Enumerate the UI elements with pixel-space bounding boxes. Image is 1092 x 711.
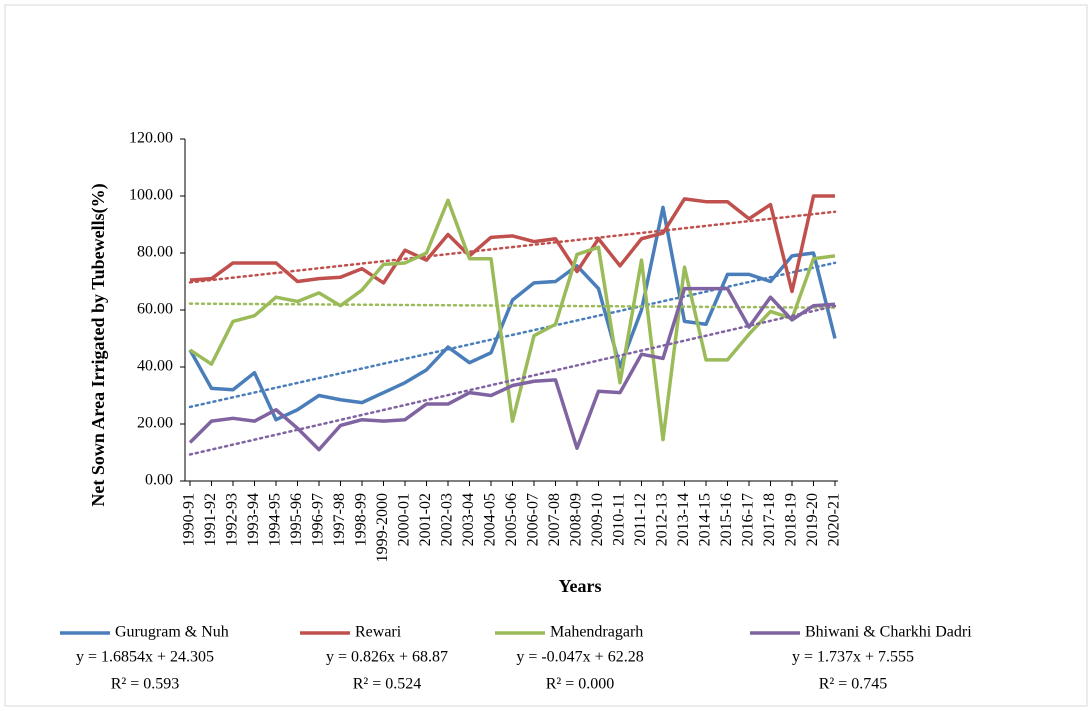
x-tick-label: 1999-2000 <box>374 493 391 562</box>
legend-label: Gurugram & Nuh <box>115 624 229 641</box>
x-tick-label: 1993-94 <box>245 493 262 546</box>
x-tick-label: 1998-99 <box>353 493 370 546</box>
x-tick-label: 2012-13 <box>654 493 671 546</box>
legend-label: Mahendragarh <box>550 624 643 641</box>
x-tick-label: 2011-12 <box>632 493 649 546</box>
x-axis-label: Years <box>559 576 602 596</box>
series-line <box>188 286 836 452</box>
x-tick-label: 2005-06 <box>503 493 520 546</box>
trendline-equation: y = 0.826x + 68.87 <box>326 649 448 666</box>
x-tick-label: 2014-15 <box>697 493 714 546</box>
trendline <box>188 304 837 456</box>
y-axis-label: Net Sown Area Irrigated by Tubewells(%) <box>88 183 109 506</box>
x-tick-label: 2000-01 <box>396 493 413 546</box>
x-tick-label: 2019-20 <box>804 493 821 546</box>
y-tick-label: 20.00 <box>137 415 173 432</box>
x-tick-label: 2010-11 <box>611 493 628 546</box>
y-tick-label: 100.00 <box>129 187 173 204</box>
trendline-equation: y = -0.047x + 62.28 <box>516 649 643 666</box>
x-tick-label: 2001-02 <box>417 493 434 546</box>
legend-label: Rewari <box>355 624 402 641</box>
x-tick-label: 2002-03 <box>439 493 456 546</box>
series-line <box>189 194 835 294</box>
y-tick-label: 0.00 <box>145 472 173 489</box>
x-tick-label: 1990-91 <box>181 493 198 546</box>
trendline-equation: y = 1.737x + 7.555 <box>792 649 914 666</box>
x-tick-label: 2013-14 <box>675 493 692 546</box>
trendline <box>188 210 837 284</box>
y-tick-label: 60.00 <box>137 301 173 318</box>
series-line <box>189 198 836 442</box>
chart-frame <box>4 4 1088 707</box>
y-tick-label: 80.00 <box>137 244 173 261</box>
y-tick-label: 120.00 <box>129 130 173 147</box>
x-tick-label: 2017-18 <box>761 493 778 546</box>
trendline <box>188 261 837 409</box>
legend-label: Bhiwani & Charkhi Dadri <box>805 624 972 641</box>
trendline-r2: R² = 0.000 <box>546 676 615 693</box>
x-tick-label: 1991-92 <box>202 493 219 546</box>
x-tick-label: 2018-19 <box>783 493 800 546</box>
x-tick-label: 2003-04 <box>460 493 477 546</box>
x-tick-label: 1996-97 <box>310 493 327 546</box>
x-tick-label: 2016-17 <box>740 493 757 546</box>
trendline-r2: R² = 0.745 <box>819 676 888 693</box>
x-tick-label: 2020-21 <box>826 493 843 546</box>
x-tick-label: 1995-96 <box>288 493 305 546</box>
x-tick-label: 1992-93 <box>224 493 241 546</box>
trendline-r2: R² = 0.524 <box>353 676 422 693</box>
y-tick-label: 40.00 <box>137 358 173 375</box>
x-tick-label: 1997-98 <box>331 493 348 546</box>
series-line <box>188 205 837 422</box>
trendline <box>188 302 837 309</box>
x-tick-label: 2008-09 <box>568 493 585 546</box>
trendline-equation: y = 1.6854x + 24.305 <box>76 649 214 666</box>
x-tick-label: 2007-08 <box>546 493 563 546</box>
x-tick-label: 2009-10 <box>589 493 606 546</box>
x-tick-label: 2004-05 <box>482 493 499 546</box>
trendline-r2: R² = 0.593 <box>111 676 180 693</box>
x-tick-label: 2015-16 <box>718 493 735 546</box>
x-tick-label: 1994-95 <box>267 493 284 546</box>
x-tick-label: 2006-07 <box>525 493 542 546</box>
